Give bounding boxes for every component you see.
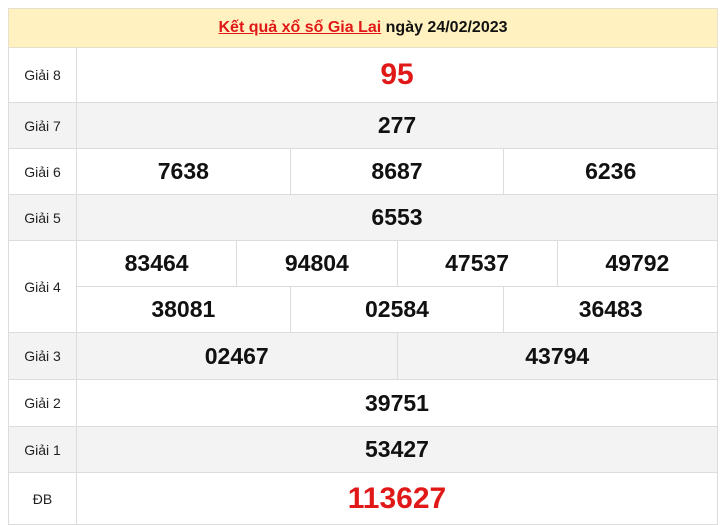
prize-row: Giải 6 7638 8687 6236: [8, 149, 718, 195]
prize-number: 43794: [396, 333, 718, 379]
prize-row: Giải 4 83464 94804 47537 49792 38081 02584 3648…: [8, 241, 718, 333]
prize-number: 49792: [556, 241, 717, 286]
prize-label: Giải 3: [9, 333, 77, 379]
prize-row: Giải 5 6553: [8, 195, 718, 241]
prize-number: 8687: [289, 149, 504, 194]
prize-label: Giải 2: [9, 380, 77, 426]
prize-number: 113627: [347, 481, 447, 515]
draw-date: ngày 24/02/2023: [385, 19, 508, 36]
prize-number: 02467: [204, 342, 269, 369]
results-table: Kết quả xổ số Gia Lai ngày 24/02/2023 Gi…: [8, 8, 718, 525]
title-link[interactable]: Kết quả xổ số Gia Lai: [218, 19, 382, 36]
prize-number: 95: [380, 58, 414, 91]
prize-number: 83464: [124, 250, 189, 276]
prize-row: ĐB 113627: [8, 473, 718, 525]
prize-number: 38081: [151, 296, 216, 322]
prize-label: Giải 7: [9, 103, 77, 148]
prize-label: Giải 1: [9, 427, 77, 472]
table-header: Kết quả xổ số Gia Lai ngày 24/02/2023: [8, 8, 718, 48]
prize-number: 6553: [371, 204, 423, 230]
prize-number: 277: [377, 112, 417, 138]
prize-number: 36483: [503, 287, 717, 332]
prize-number: 94804: [236, 241, 396, 286]
prize-label: Giải 6: [9, 149, 77, 194]
prize-number: 7638: [157, 158, 209, 184]
prize-number: 53427: [365, 436, 429, 462]
prize-row: Giải 2 39751: [8, 380, 718, 427]
prize-row: Giải 1 53427: [8, 427, 718, 473]
prize-row: Giải 7 277: [8, 103, 718, 149]
prize-number: 39751: [365, 389, 429, 416]
prize-row: Giải 8 95: [8, 48, 718, 103]
prize-number: 6236: [503, 149, 717, 194]
prize-label: Giải 5: [9, 195, 77, 240]
prize-number: 47537: [396, 241, 557, 286]
prize-number: 02584: [289, 287, 504, 332]
prize-row: Giải 3 02467 43794: [8, 333, 718, 380]
prize-label: Giải 4: [9, 241, 77, 332]
prize-label: ĐB: [9, 473, 77, 524]
prize-label: Giải 8: [9, 48, 77, 102]
